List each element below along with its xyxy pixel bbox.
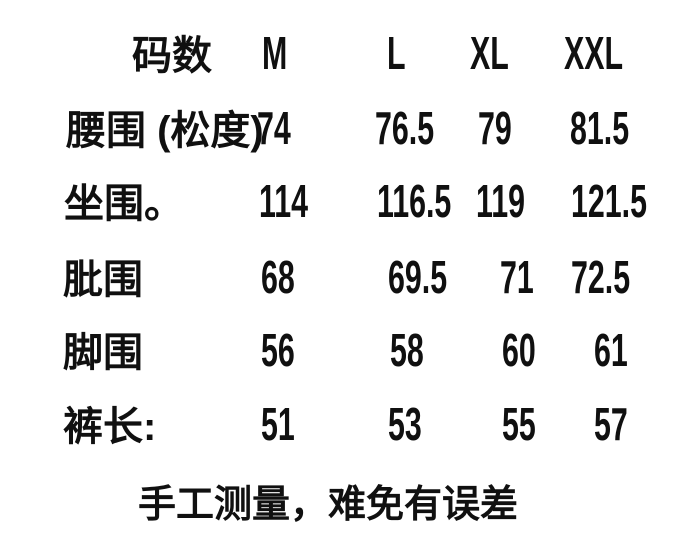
cell-value: 51 xyxy=(261,398,295,450)
cell-value: 60 xyxy=(502,324,536,376)
cell-value: 55 xyxy=(502,398,536,450)
cell-value: 76.5 xyxy=(375,102,435,154)
column-header-l: L xyxy=(387,27,406,79)
cell-value: 56 xyxy=(261,324,295,376)
row-label: 腰围 (松度) xyxy=(66,109,264,153)
row-label: 裤长: xyxy=(63,405,157,449)
cell-value: 58 xyxy=(390,324,424,376)
cell-value: 74 xyxy=(257,102,291,154)
cell-value: 114 xyxy=(259,175,308,227)
cell-value: 79 xyxy=(478,102,512,154)
table-row-pants-length: 裤长: 51 53 55 57 xyxy=(0,397,700,447)
cell-value: 72.5 xyxy=(571,251,631,303)
cell-value: 61 xyxy=(594,324,628,376)
row-label: 坐围。 xyxy=(64,182,184,226)
column-header-xxl: XXL xyxy=(564,27,624,79)
table-row-leg-opening: 脚围 56 58 60 61 xyxy=(0,323,700,373)
table-row-thigh: 肶围 68 69.5 71 72.5 xyxy=(0,250,700,300)
cell-value: 68 xyxy=(261,251,295,303)
table-row-hip: 坐围。 114 116.5 119 121.5 xyxy=(0,174,700,224)
cell-value: 116.5 xyxy=(377,175,452,227)
cell-value: 71 xyxy=(500,251,534,303)
column-header-size: 码数 xyxy=(132,34,212,78)
row-label: 肶围 xyxy=(63,258,143,302)
cell-value: 81.5 xyxy=(570,102,630,154)
table-header-row: 码数 M L XL XXL xyxy=(0,26,700,76)
cell-value: 69.5 xyxy=(388,251,448,303)
column-header-xl: XL xyxy=(470,27,509,79)
cell-value: 121.5 xyxy=(571,175,647,227)
measurement-disclaimer: 手工测量，难免有误差 xyxy=(138,484,519,526)
cell-value: 53 xyxy=(388,398,422,450)
table-row-waist: 腰围 (松度) 74 76.5 79 81.5 xyxy=(0,101,700,151)
cell-value: 57 xyxy=(594,398,628,450)
column-header-m: M xyxy=(262,27,288,79)
footnote-row: 手工测量，难免有误差 xyxy=(0,474,700,524)
cell-value: 119 xyxy=(476,175,525,227)
row-label: 脚围 xyxy=(63,331,143,375)
